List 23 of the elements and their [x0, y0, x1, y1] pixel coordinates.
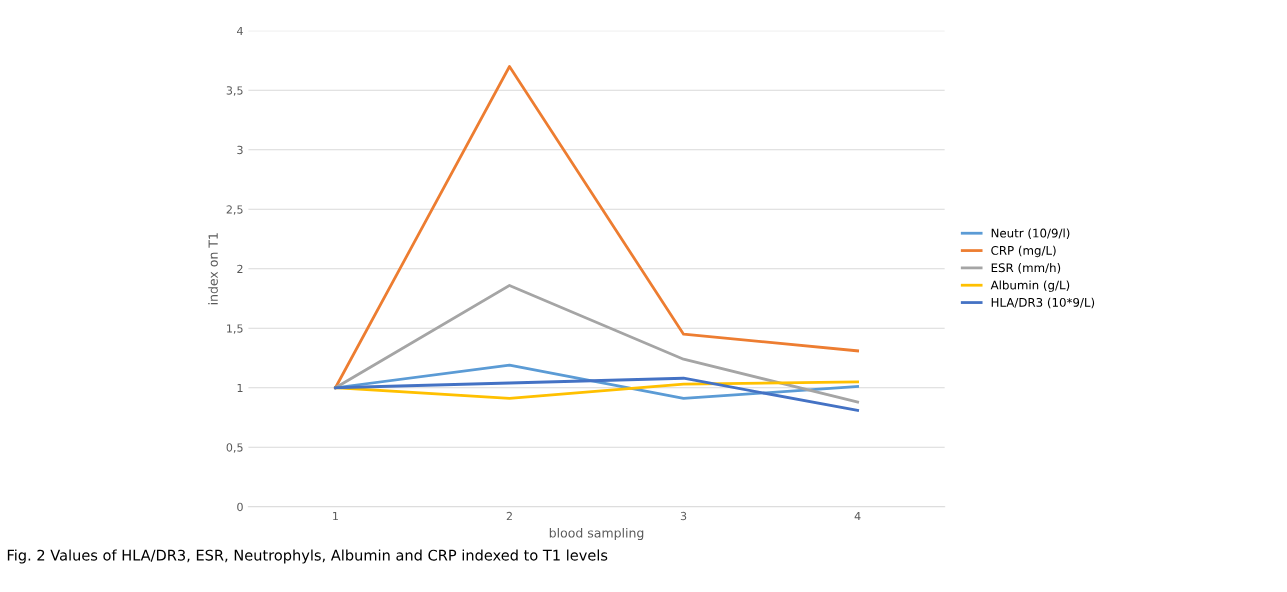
y-tick-label: 2,5 [226, 205, 243, 215]
y-tick-label: 3 [237, 145, 243, 155]
legend-label: Albumin (g/L) [990, 280, 1070, 292]
x-axis-title: blood sampling [549, 527, 644, 541]
y-tick-label: 4 [237, 26, 243, 36]
line-series [334, 284, 860, 404]
legend-label: CRP (mg/L) [991, 245, 1056, 258]
x-tick-label: 4 [854, 511, 861, 521]
caption: Fig. 2 Values of HLA/DR3, ESR, Neutrophyls, Albumin and CRP indexed to T1 levels [7, 549, 608, 564]
legend-label: ESR (mm/h) [991, 263, 1061, 274]
y-tick-label: 1,5 [227, 324, 243, 334]
line-series [334, 376, 860, 412]
y-tick-label: 2 [237, 264, 243, 273]
y-axis-title: index on T1 [208, 233, 218, 305]
x-tick-label: 2 [506, 511, 512, 521]
y-tick-label: 0 [237, 502, 243, 512]
x-tick-label: 3 [680, 511, 687, 521]
legend-label: Neutr (10/9/l) [991, 228, 1070, 239]
x-tick-label: 1 [333, 511, 338, 521]
y-tick-label: 0,5 [226, 443, 243, 453]
y-tick-label: 1 [237, 383, 243, 392]
legend-label: HLA/DR3 (10*9/L) [991, 297, 1095, 309]
y-tick-label: 3,5 [226, 86, 243, 96]
